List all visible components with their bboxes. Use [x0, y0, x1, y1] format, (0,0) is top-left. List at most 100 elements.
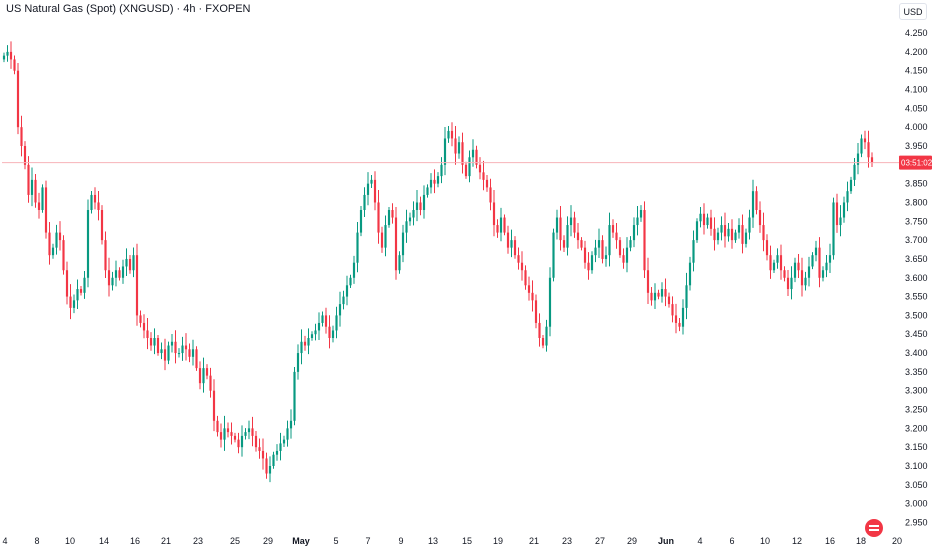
price-tick-label: 3.350 — [905, 367, 928, 377]
candle-body — [842, 202, 846, 218]
candle-body — [800, 270, 804, 286]
candle-body — [377, 202, 380, 233]
candle-body — [506, 232, 510, 248]
candle-body — [363, 194, 366, 210]
candle-body — [482, 172, 485, 180]
candle-body — [576, 232, 580, 241]
candle-body — [153, 338, 156, 346]
candle-body — [825, 262, 828, 271]
candle-body — [730, 228, 734, 241]
candle-body — [405, 221, 408, 233]
candle-body — [636, 217, 639, 226]
candle-body — [373, 179, 377, 203]
time-tick-label: 12 — [792, 536, 802, 546]
candle-body — [601, 240, 604, 259]
price-tick-label: 3.600 — [905, 273, 928, 283]
candle-body — [191, 349, 195, 357]
candle-body — [650, 292, 653, 301]
candle-body — [734, 232, 737, 241]
candle-body — [496, 225, 499, 233]
price-tick-label: 3.300 — [905, 386, 928, 396]
candle-body — [121, 266, 125, 278]
candle-body — [415, 202, 419, 210]
candle-body — [639, 210, 643, 218]
candle-body — [335, 315, 338, 331]
candle-body — [751, 191, 755, 218]
time-tick-label: 16 — [130, 536, 140, 546]
candle-body — [863, 138, 867, 143]
candle-body — [177, 353, 181, 355]
candle-body — [366, 183, 370, 195]
candle-body — [58, 232, 62, 241]
candle-body — [324, 315, 328, 327]
candle-body — [419, 202, 422, 210]
candle-body — [139, 315, 142, 323]
time-axis[interactable]: 4 8 10 14 16 21 23 25 29 May 5 7 9 13 15 19 21 23 27 29 Jun 4… — [2, 536, 902, 546]
candle-body — [149, 338, 153, 346]
candle-body — [261, 450, 265, 459]
candle-body — [440, 164, 443, 177]
candle-body — [867, 142, 870, 158]
price-tick-label: 3.200 — [905, 423, 928, 433]
candle-body — [289, 420, 293, 429]
candle-body — [776, 255, 779, 263]
candle-body — [699, 213, 702, 222]
candle-body — [821, 270, 825, 278]
candle-body — [90, 194, 93, 210]
candle-body — [559, 217, 562, 241]
currency-selector-button[interactable]: USD — [899, 3, 927, 20]
candle-body — [268, 466, 272, 474]
price-tick-label: 4.100 — [905, 85, 928, 95]
candle-body — [657, 292, 660, 297]
time-tick-label: 6 — [729, 536, 734, 546]
candle-body — [356, 232, 359, 263]
candle-body — [352, 262, 356, 278]
candle-body — [471, 149, 475, 158]
candle-body — [79, 289, 83, 293]
candle-body — [16, 70, 20, 128]
candle-body — [422, 194, 426, 210]
candle-body — [233, 435, 237, 440]
price-tick-label: 3.850 — [905, 179, 928, 189]
candle-body — [76, 289, 79, 301]
candle-body — [279, 443, 282, 451]
candle-body — [860, 138, 863, 154]
candle-body — [132, 255, 135, 271]
candle-body — [492, 202, 496, 226]
price-tick-label: 3.450 — [905, 329, 928, 339]
candle-body — [524, 270, 527, 286]
candle-body — [594, 247, 597, 256]
candle-body — [216, 420, 219, 433]
candle-body — [93, 194, 97, 203]
candle-body — [443, 138, 447, 165]
candle-body — [100, 210, 104, 241]
candle-body — [51, 247, 55, 256]
candle-body — [569, 217, 573, 226]
chart-title: US Natural Gas (Spot) (XNGUSD) · 4h · FX… — [6, 3, 251, 15]
candle-body — [48, 232, 51, 256]
candle-body — [468, 157, 471, 177]
candle-body — [433, 179, 436, 184]
price-tick-label: 4.250 — [905, 28, 928, 38]
price-axis[interactable]: 4.2504.2004.1504.1004.0504.0003.9503.900… — [899, 28, 932, 527]
candle-body — [832, 202, 835, 256]
price-tick-label: 4.200 — [905, 47, 928, 57]
candle-body — [429, 179, 433, 188]
candle-body — [135, 255, 139, 316]
candle-body — [755, 191, 758, 210]
candle-body — [590, 255, 594, 271]
candle-body — [184, 345, 188, 350]
candle-body — [587, 262, 590, 271]
candle-body — [198, 368, 202, 384]
candle-body — [534, 300, 538, 323]
candle-body — [181, 345, 184, 354]
candle-body — [142, 322, 146, 331]
time-tick-label: 4 — [697, 536, 702, 546]
candle-body — [293, 371, 296, 421]
candle-body — [562, 240, 566, 248]
candle-body — [380, 232, 384, 248]
price-tick-label: 3.500 — [905, 310, 928, 320]
tradingview-watermark-icon[interactable] — [864, 518, 884, 538]
price-tick-label: 3.650 — [905, 254, 928, 264]
